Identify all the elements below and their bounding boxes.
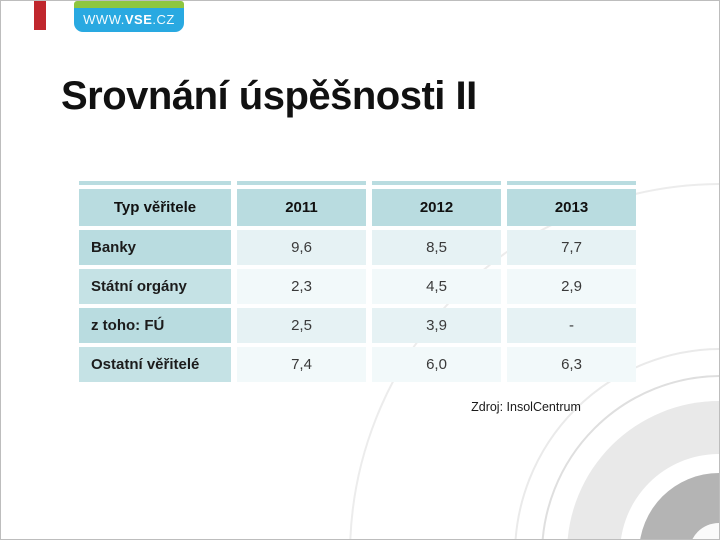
logo-cz: .CZ [152,12,175,27]
column-header-2013: 2013 [507,189,636,226]
row-label-banky: Banky [79,230,231,265]
column-header-creditor-type: Typ věřitele [79,189,231,226]
table-cell: 2,9 [507,269,636,304]
creditor-success-table: Typ věřitele 2011 2012 2013 Banky 9,6 8,… [79,181,636,382]
table-cell: 4,5 [372,269,501,304]
column-header-2011: 2011 [237,189,366,226]
table-top-strip [79,181,231,185]
row-label-statni-organy: Státní orgány [79,269,231,304]
red-accent-bar [34,1,46,30]
row-label-z-toho-fu: z toho: FÚ [79,308,231,343]
table-cell: 2,5 [237,308,366,343]
table-top-strip [372,181,501,185]
table-cell: 6,0 [372,347,501,382]
column-header-2012: 2012 [372,189,501,226]
logo-www: WWW. [83,12,125,27]
logo-text: WWW. VSE .CZ [74,8,184,32]
table-cell: 2,3 [237,269,366,304]
table-cell: 7,7 [507,230,636,265]
table-top-strip [237,181,366,185]
logo-green-bar [74,1,184,8]
source-note: Zdroj: InsolCentrum [471,400,581,414]
vse-logo: WWW. VSE .CZ [74,1,184,32]
table-cell: 6,3 [507,347,636,382]
table-cell: 9,6 [237,230,366,265]
table-cell: 7,4 [237,347,366,382]
page-title: Srovnání úspěšnosti II [61,74,477,118]
table-top-strip [507,181,636,185]
table-cell: - [507,308,636,343]
row-label-ostatni-veritele: Ostatní věřitelé [79,347,231,382]
logo-vse: VSE [124,12,153,27]
table-cell: 3,9 [372,308,501,343]
table-cell: 8,5 [372,230,501,265]
